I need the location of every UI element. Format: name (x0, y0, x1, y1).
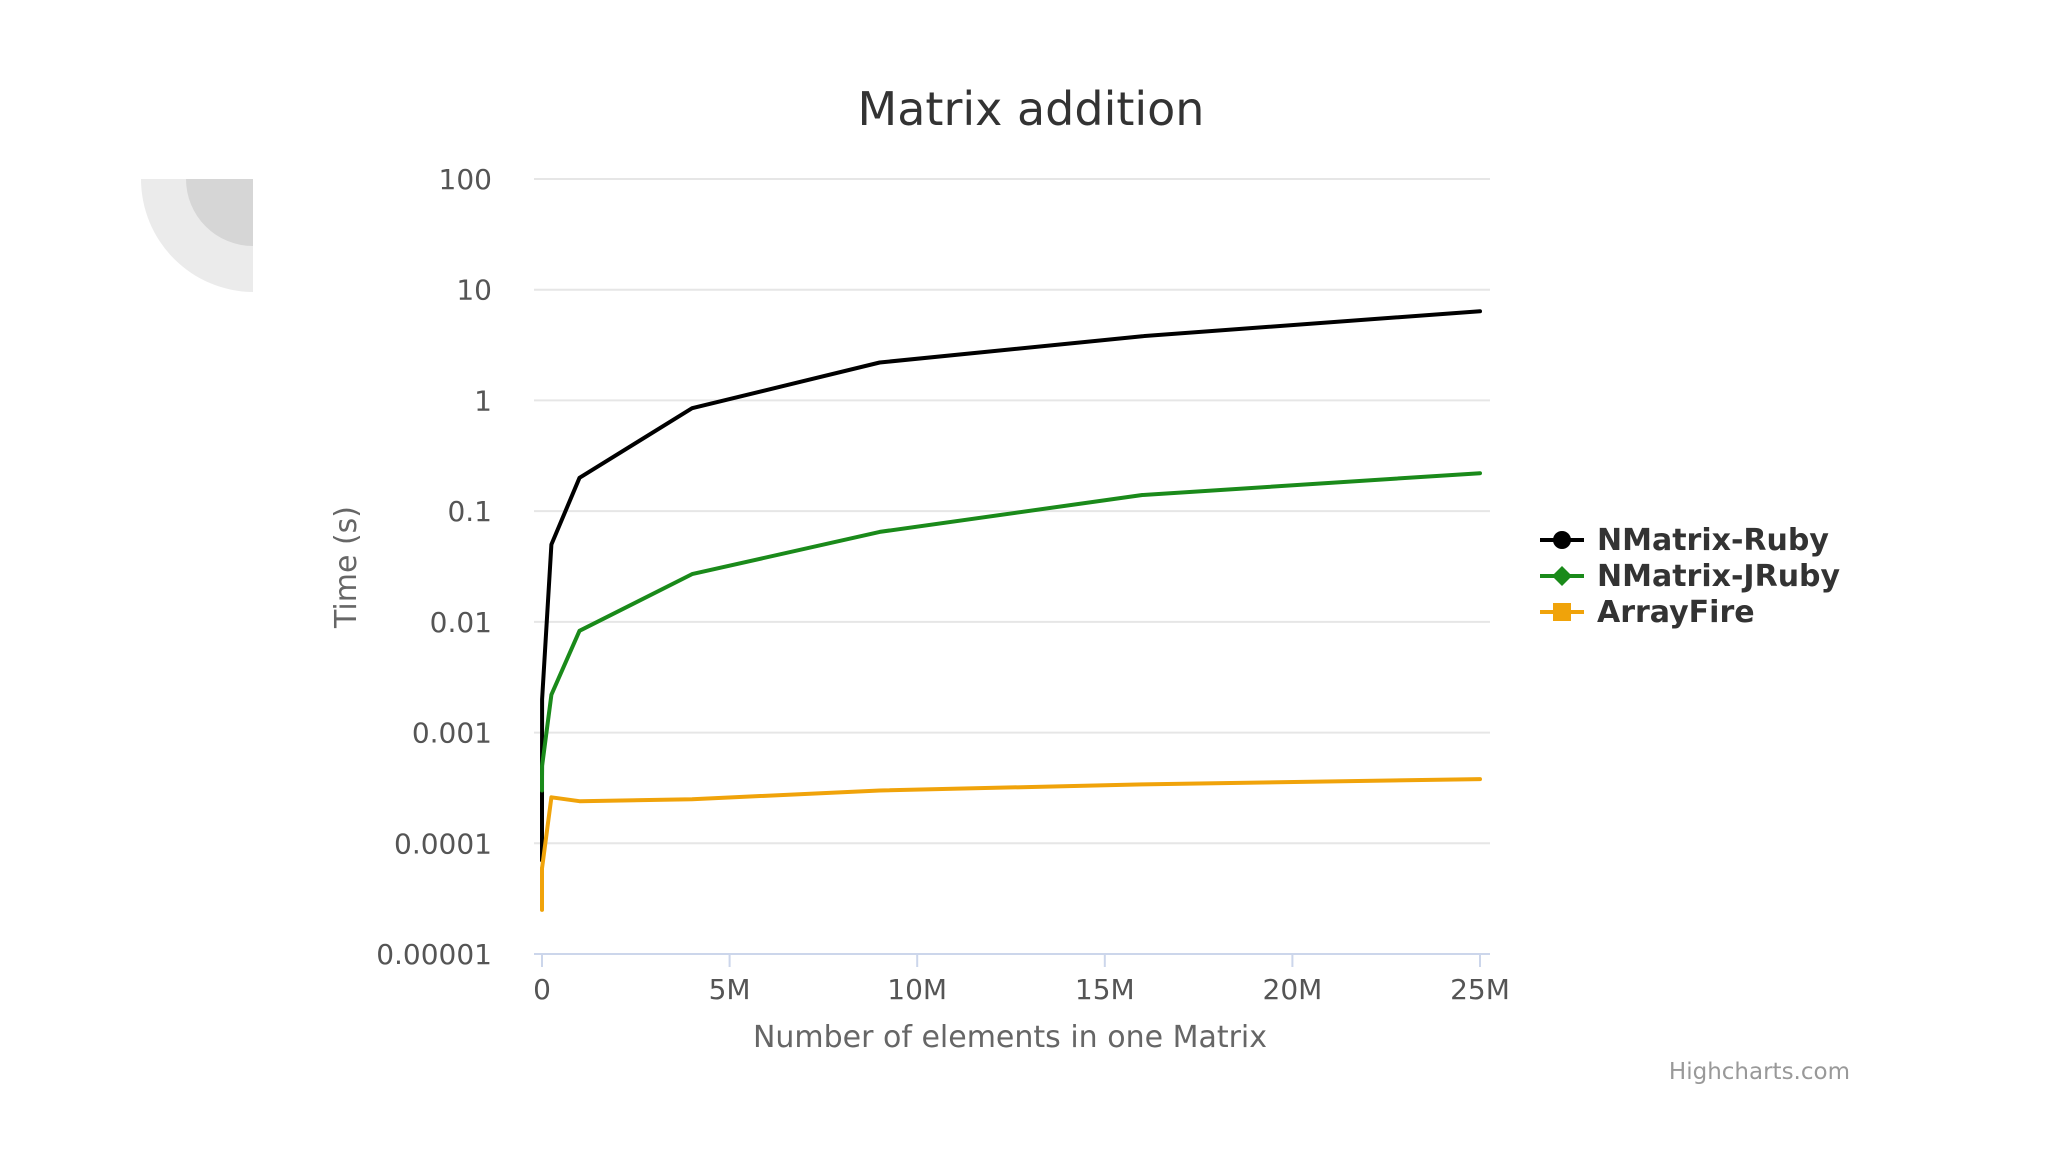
legend-diamond-marker (1552, 566, 1572, 586)
x-tick-label: 10M (887, 973, 947, 1006)
legend-circle-marker (1553, 531, 1571, 549)
legend-label-0[interactable]: NMatrix-Ruby (1597, 523, 1829, 558)
credits-label[interactable]: Highcharts.com (1669, 1059, 1850, 1085)
y-tick-label: 0.001 (412, 717, 492, 750)
series-lines (540, 309, 1482, 912)
x-tick-label: 5M (709, 973, 751, 1006)
y-gridlines (534, 178, 1490, 845)
series-line-0[interactable] (540, 309, 1482, 863)
series-line-1[interactable] (540, 471, 1482, 793)
y-tick-label: 0.01 (430, 606, 492, 639)
x-tick-label: 0 (533, 973, 551, 1006)
x-tick-label: 15M (1075, 973, 1135, 1006)
x-tick-label: 25M (1450, 973, 1510, 1006)
y-axis-title: Time (s) (329, 506, 364, 629)
decorative-quarter-circle (141, 179, 253, 292)
y-tick-label: 1 (474, 384, 492, 417)
y-tick-label: 0.0001 (394, 827, 492, 860)
y-tick-label: 0.00001 (376, 938, 492, 971)
x-axis-title: Number of elements in one Matrix (753, 1020, 1267, 1055)
y-tick-label: 100 (439, 163, 492, 196)
legend-square-marker (1553, 603, 1571, 621)
series-line-2[interactable] (540, 777, 1482, 912)
y-axis: 0.00001 0.0001 0.001 0.01 0.1 1 10 100 (376, 163, 492, 971)
x-tick-label: 20M (1263, 973, 1323, 1006)
y-tick-label: 10 (456, 274, 492, 307)
chart-title: Matrix addition (858, 82, 1205, 136)
legend-label-2[interactable]: ArrayFire (1597, 595, 1755, 630)
x-axis: 0 5M 10M 15M 20M 25M (533, 953, 1510, 1006)
y-tick-label: 0.1 (447, 495, 492, 528)
legend-label-1[interactable]: NMatrix-JRuby (1597, 559, 1841, 594)
